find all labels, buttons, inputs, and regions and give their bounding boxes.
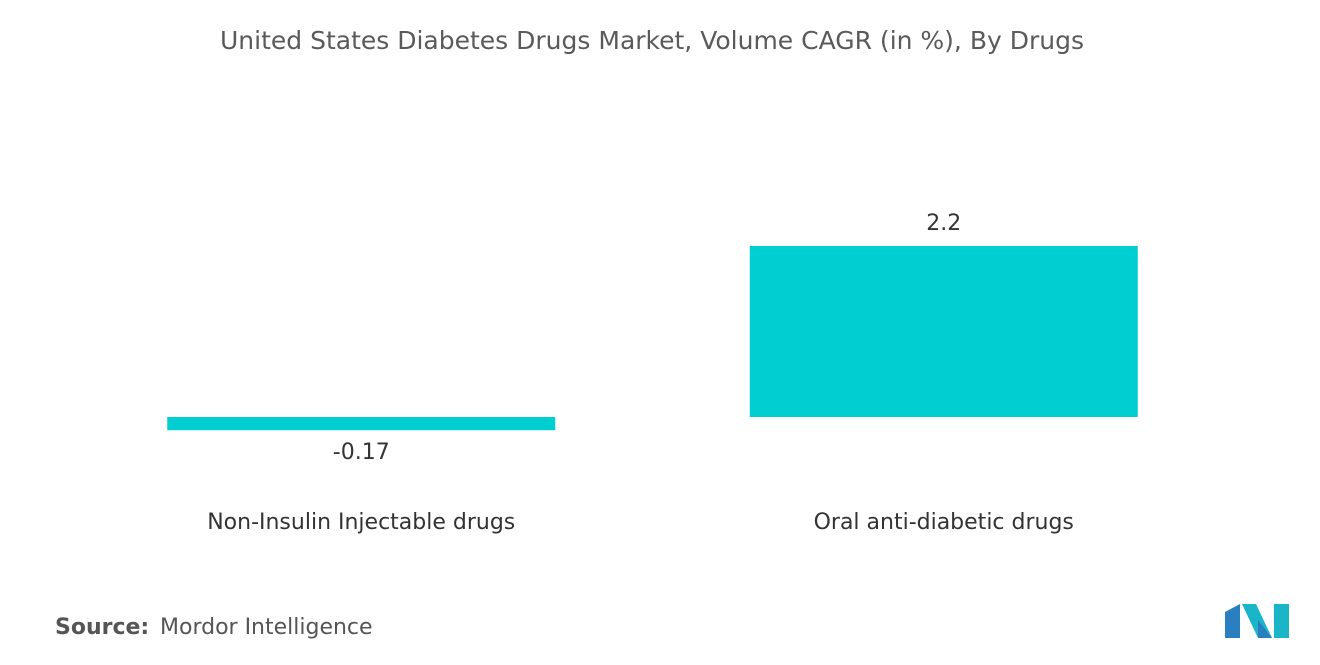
value-label: 2.2	[926, 211, 961, 236]
value-label: -0.17	[333, 440, 390, 465]
bar	[167, 417, 556, 431]
source: Mordor Intelligence	[160, 615, 373, 640]
bar	[749, 246, 1138, 417]
logo	[1225, 604, 1289, 638]
chart-title: United States Diabetes Drugs Market, Vol…	[220, 26, 1084, 55]
x-tick-label: Non-Insulin Injectable drugs	[207, 510, 515, 535]
source-label: Source:	[55, 615, 149, 640]
x-tick-label: Oral anti-diabetic drugs	[814, 510, 1074, 535]
